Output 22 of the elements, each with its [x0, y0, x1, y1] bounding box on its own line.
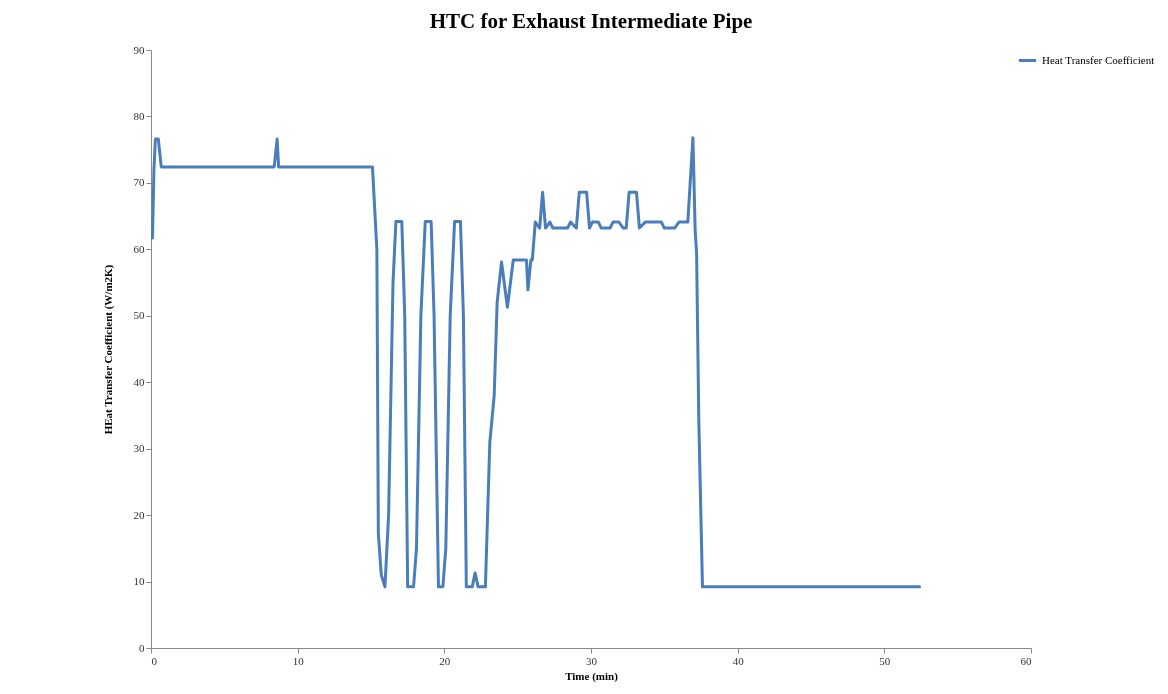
y-tick-label: 50 — [133, 309, 145, 322]
x-tick-label: 0 — [151, 654, 158, 667]
legend-label: Heat Transfer Coefficient — [1042, 53, 1155, 66]
y-tick-label: 60 — [133, 242, 145, 255]
x-axis-title: Time (min) — [565, 669, 619, 683]
x-tick-label: 60 — [1020, 654, 1032, 667]
y-tick-label: 40 — [133, 375, 145, 388]
y-tick-label: 10 — [133, 575, 145, 588]
x-tick-label: 50 — [879, 654, 891, 667]
y-tick-label: 20 — [133, 508, 145, 521]
x-tick-label: 20 — [439, 654, 451, 667]
y-tick-label: 30 — [133, 442, 145, 455]
line-series — [150, 136, 922, 589]
y-tick-label: 0 — [139, 641, 145, 654]
x-tick-label: 40 — [732, 654, 745, 667]
y-tick-label: 70 — [133, 176, 145, 189]
y-axis-title: HEat Transfer Coefficient (W/m2K) — [101, 264, 115, 435]
x-tick-label: 10 — [292, 654, 305, 667]
y-tick-label: 80 — [133, 109, 145, 122]
y-tick-label: 90 — [133, 43, 145, 56]
x-tick-label: 30 — [586, 654, 598, 667]
chart-title: HTC for Exhaust Intermediate Pipe — [429, 9, 753, 33]
